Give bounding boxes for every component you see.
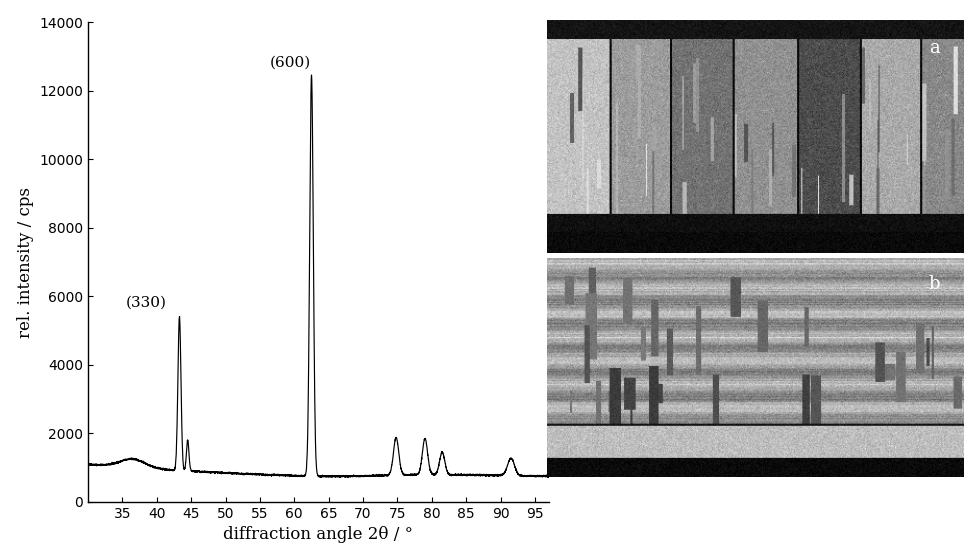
Text: (600): (600) [270, 55, 312, 69]
Text: b: b [928, 276, 940, 293]
Text: (330): (330) [125, 296, 167, 310]
Y-axis label: rel. intensity / cps: rel. intensity / cps [17, 186, 33, 338]
X-axis label: diffraction angle 2θ / °: diffraction angle 2θ / ° [223, 526, 414, 543]
Text: a: a [929, 39, 940, 57]
